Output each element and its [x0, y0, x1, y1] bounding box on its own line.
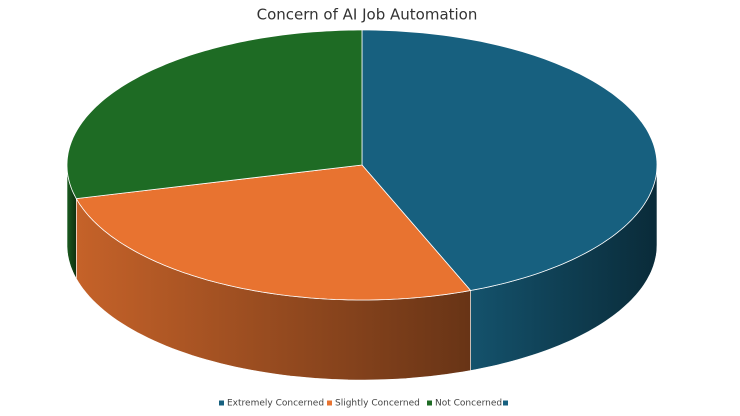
- legend-label: Slightly Concerned: [335, 399, 420, 409]
- legend-label: Not Concerned: [435, 399, 502, 409]
- pie-slice: [75, 164, 472, 301]
- pie-slice: [66, 29, 363, 200]
- legend-swatch: [327, 400, 332, 406]
- legend-swatch: [503, 400, 508, 406]
- chart-title: Concern of AI Job Automation: [257, 6, 478, 24]
- legend-swatch: [427, 400, 432, 406]
- legend-swatch: [219, 400, 224, 406]
- legend-label: Extremely Concerned: [227, 399, 324, 409]
- pie-slice: [361, 29, 658, 291]
